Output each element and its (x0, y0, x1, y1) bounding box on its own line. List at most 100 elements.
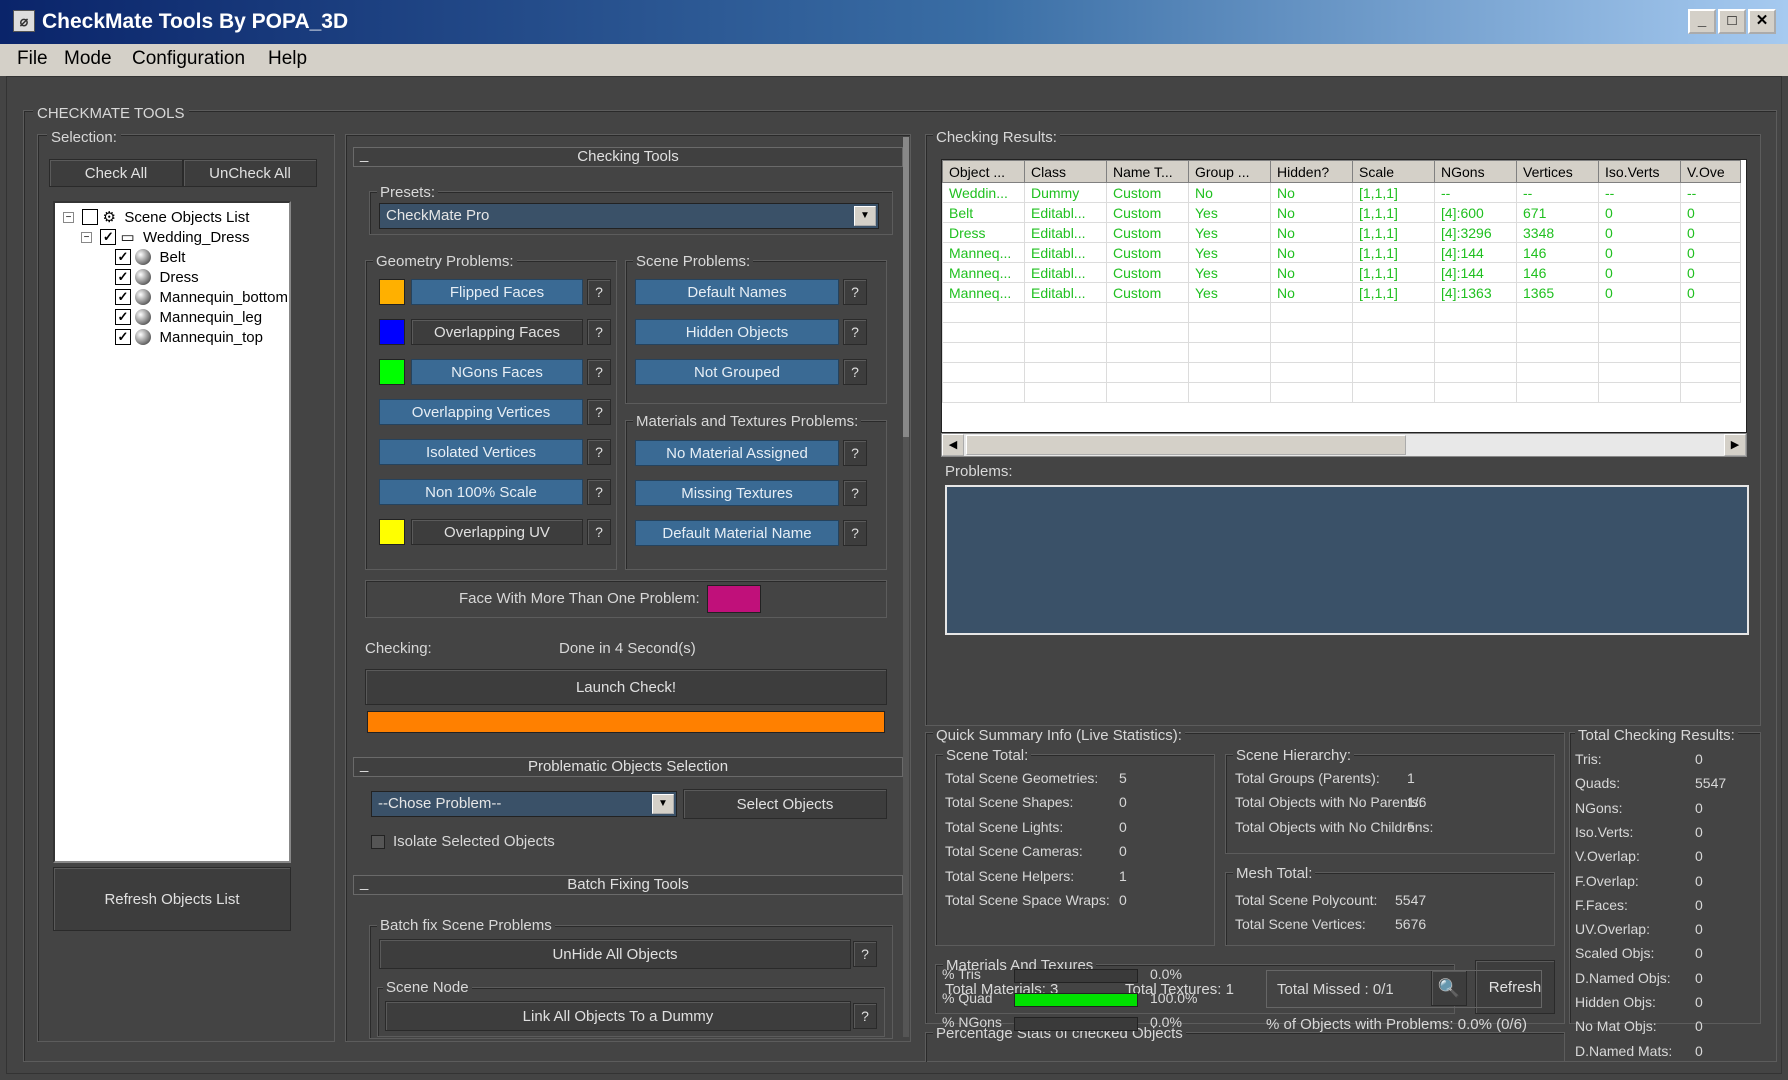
checkbox[interactable] (82, 209, 99, 225)
checking-tools-rollout[interactable]: _ Checking Tools (353, 146, 903, 167)
minimize-button[interactable]: _ (1688, 9, 1716, 34)
chevron-down-icon[interactable]: ▼ (854, 206, 876, 226)
menu-configuration[interactable]: Configuration (132, 48, 246, 69)
checkbox[interactable] (371, 834, 385, 849)
help-button[interactable]: ? (843, 359, 867, 385)
uncheck-all-button[interactable]: UnCheck All (183, 159, 317, 187)
column-header[interactable]: Iso.Verts (1598, 160, 1681, 183)
help-button[interactable]: ? (587, 399, 611, 425)
link-dummy-button[interactable]: Link All Objects To a Dummy (385, 1001, 851, 1031)
scene-problem-button[interactable]: Not Grouped (635, 359, 839, 385)
checkbox[interactable]: ✓ (115, 309, 131, 325)
batch-rollout[interactable]: _ Batch Fixing Tools (353, 874, 903, 895)
table-row[interactable]: Manneq... Editabl... Custom Yes No [1,1,1] [4]… (942, 262, 1741, 283)
scrollbar-thumb[interactable] (966, 435, 1406, 455)
geometry-problem-button[interactable]: Overlapping Vertices (379, 399, 583, 425)
geometry-problem-button[interactable]: Flipped Faces (411, 279, 583, 305)
problems-textarea[interactable] (945, 485, 1749, 635)
help-button[interactable]: ? (587, 439, 611, 465)
help-button[interactable]: ? (587, 359, 611, 385)
checkbox[interactable]: ✓ (115, 329, 131, 345)
checkbox[interactable]: ✓ (100, 229, 117, 245)
collapse-icon[interactable]: − (63, 211, 74, 223)
help-button[interactable]: ? (843, 319, 867, 345)
material-problem-button[interactable]: Default Material Name (635, 520, 839, 546)
problem-select[interactable]: --Chose Problem-- ▼ (371, 791, 677, 817)
table-row[interactable]: Belt Editabl... Custom Yes No [1,1,1] [4]:600 6… (942, 202, 1741, 223)
results-hscrollbar[interactable]: ◀ ▶ (941, 433, 1747, 457)
help-button[interactable]: ? (587, 319, 611, 345)
geometry-problem-button[interactable]: Non 100% Scale (379, 479, 583, 505)
column-header[interactable]: Class (1024, 160, 1107, 183)
table-row[interactable]: Weddin... Dummy Custom No No [1,1,1] -- -- -- -- (942, 182, 1741, 203)
tree-item[interactable]: ✓ Belt (115, 247, 185, 267)
column-header[interactable]: V.Ove (1680, 160, 1741, 183)
scroll-right-icon[interactable]: ▶ (1724, 434, 1746, 456)
link-help-button[interactable]: ? (853, 1003, 877, 1029)
menu-help[interactable]: Help (268, 48, 308, 69)
column-header[interactable]: Name T... (1106, 160, 1189, 183)
material-problem-button[interactable]: No Material Assigned (635, 440, 839, 466)
column-header[interactable]: Hidden? (1270, 160, 1353, 183)
scroll-left-icon[interactable]: ◀ (942, 434, 964, 456)
tree-item[interactable]: ✓ Mannequin_bottom (115, 287, 288, 307)
isolate-checkbox[interactable]: Isolate Selected Objects (371, 833, 555, 850)
table-row[interactable]: Manneq... Editabl... Custom Yes No [1,1,1] [4]… (942, 282, 1741, 303)
geometry-problem-button[interactable]: NGons Faces (411, 359, 583, 385)
help-button[interactable]: ? (587, 519, 611, 545)
geometry-problem-button[interactable]: Isolated Vertices (379, 439, 583, 465)
menu-file[interactable]: File (17, 48, 48, 69)
geometry-problem-button[interactable]: Overlapping Faces (411, 319, 583, 345)
material-problem-button[interactable]: Missing Textures (635, 480, 839, 506)
menu-mode[interactable]: Mode (64, 48, 112, 69)
tree-root[interactable]: − ⚙ Scene Objects List (63, 207, 249, 227)
problem-color-swatch[interactable] (379, 319, 405, 345)
table-row[interactable]: Manneq... Editabl... Custom Yes No [1,1,1] [4]… (942, 242, 1741, 263)
refresh-objects-button[interactable]: Refresh Objects List (53, 867, 291, 931)
checkbox[interactable]: ✓ (115, 289, 131, 305)
problem-color-swatch[interactable] (379, 279, 405, 305)
tree-item[interactable]: ✓ Mannequin_top (115, 327, 263, 347)
help-button[interactable]: ? (843, 279, 867, 305)
launch-check-button[interactable]: Launch Check! (365, 669, 887, 705)
help-button[interactable]: ? (587, 279, 611, 305)
results-table[interactable]: Object ... Class Name T... Group ... Hidden?… (942, 160, 1741, 403)
close-button[interactable]: ✕ (1748, 9, 1776, 34)
checkbox[interactable]: ✓ (115, 249, 131, 265)
help-button[interactable]: ? (843, 440, 867, 466)
maximize-button[interactable]: □ (1718, 9, 1746, 34)
column-header[interactable]: Group ... (1188, 160, 1271, 183)
search-icon[interactable]: 🔍 (1431, 970, 1467, 1006)
table-row[interactable]: Dress Editabl... Custom Yes No [1,1,1] [4]:329… (942, 222, 1741, 243)
scene-objects-tree[interactable]: − ⚙ Scene Objects List − ✓ ▭ Wedding_Dre… (53, 201, 291, 863)
column-header[interactable]: Scale (1352, 160, 1435, 183)
help-button[interactable]: ? (587, 479, 611, 505)
results-table-container[interactable]: Object ... Class Name T... Group ... Hidden?… (941, 159, 1747, 433)
face-multi-color-swatch[interactable] (707, 585, 761, 613)
scrollbar-thumb[interactable] (903, 137, 909, 437)
problem-color-swatch[interactable] (379, 359, 405, 385)
tree-item[interactable]: ✓ Dress (115, 267, 199, 287)
unhide-all-button[interactable]: UnHide All Objects (379, 939, 851, 969)
problem-color-swatch[interactable] (379, 519, 405, 545)
scene-problem-button[interactable]: Hidden Objects (635, 319, 839, 345)
help-button[interactable]: ? (843, 520, 867, 546)
chevron-down-icon[interactable]: ▼ (652, 794, 674, 814)
select-objects-button[interactable]: Select Objects (683, 789, 887, 819)
geometry-problem-button[interactable]: Overlapping UV (411, 519, 583, 545)
scene-problem-button[interactable]: Default Names (635, 279, 839, 305)
tree-group-node[interactable]: − ✓ ▭ Wedding_Dress (81, 227, 250, 247)
column-header[interactable]: Object ... (942, 160, 1025, 183)
tools-scrollbar[interactable] (903, 137, 909, 1037)
unhide-help-button[interactable]: ? (853, 941, 877, 967)
checkbox[interactable]: ✓ (115, 269, 131, 285)
help-button[interactable]: ? (843, 480, 867, 506)
tree-item[interactable]: ✓ Mannequin_leg (115, 307, 262, 327)
check-all-button[interactable]: Check All (49, 159, 183, 187)
column-header[interactable]: Vertices (1516, 160, 1599, 183)
table-cell (1516, 382, 1599, 403)
presets-select[interactable]: CheckMate Pro ▼ (379, 203, 879, 229)
column-header[interactable]: NGons (1434, 160, 1517, 183)
problematic-rollout[interactable]: _ Problematic Objects Selection (353, 756, 903, 777)
collapse-icon[interactable]: − (81, 231, 92, 243)
